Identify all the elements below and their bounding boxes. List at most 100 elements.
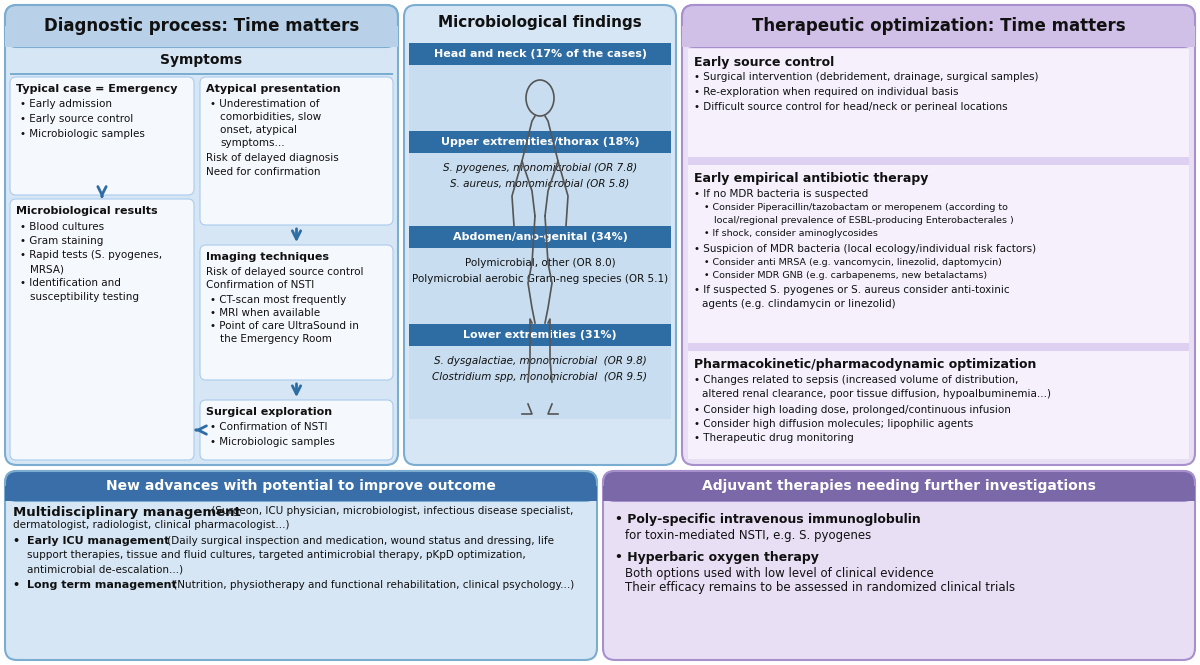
Text: • Underestimation of: • Underestimation of [210, 99, 319, 109]
Text: Head and neck (17% of the cases): Head and neck (17% of the cases) [433, 49, 647, 59]
Text: (Nutrition, physiotherapy and functional rehabilitation, clinical psychology...): (Nutrition, physiotherapy and functional… [170, 580, 575, 590]
Bar [604, 486, 1195, 501]
Text: • Difficult source control for head/neck or perineal locations: • Difficult source control for head/neck… [694, 102, 1008, 112]
Text: comorbidities, slow: comorbidities, slow [220, 112, 322, 122]
Text: Early source control: Early source control [694, 56, 834, 69]
Bar [409, 248, 671, 324]
Text: • Confirmation of NSTI: • Confirmation of NSTI [210, 422, 328, 432]
Text: Early ICU management: Early ICU management [28, 536, 169, 546]
FancyBboxPatch shape [10, 77, 194, 195]
Text: Abdomen/ano-genital (34%): Abdomen/ano-genital (34%) [452, 232, 628, 242]
Text: the Emergency Room: the Emergency Room [220, 334, 332, 344]
Text: • Rapid tests (S. pyogenes,: • Rapid tests (S. pyogenes, [20, 250, 162, 260]
Text: Atypical presentation: Atypical presentation [206, 84, 341, 94]
Text: Both options used with low level of clinical evidence: Both options used with low level of clin… [625, 567, 934, 580]
Text: MRSA): MRSA) [30, 264, 64, 274]
Text: S. dysgalactiae, monomicrobial  (OR 9.8): S. dysgalactiae, monomicrobial (OR 9.8) [433, 356, 647, 366]
Text: agents (e.g. clindamycin or linezolid): agents (e.g. clindamycin or linezolid) [702, 299, 895, 309]
Text: Long term management: Long term management [28, 580, 176, 590]
Bar [688, 49, 1189, 157]
Bar [409, 43, 671, 65]
Text: Microbiological findings: Microbiological findings [438, 15, 642, 30]
Text: local/regional prevalence of ESBL-producing Enterobacterales ): local/regional prevalence of ESBL-produc… [714, 216, 1014, 225]
Text: Therapeutic optimization: Time matters: Therapeutic optimization: Time matters [751, 17, 1126, 35]
Text: • Blood cultures: • Blood cultures [20, 222, 104, 232]
Text: S. pyogenes, monomicrobial (OR 7.8): S. pyogenes, monomicrobial (OR 7.8) [443, 163, 637, 173]
Text: onset, atypical: onset, atypical [220, 125, 298, 135]
Text: Lower extremities (31%): Lower extremities (31%) [463, 330, 617, 340]
Text: • Consider Piperacillin/tazobactam or meropenem (according to: • Consider Piperacillin/tazobactam or me… [704, 203, 1008, 212]
FancyBboxPatch shape [5, 5, 398, 465]
Text: Risk of delayed source control: Risk of delayed source control [206, 267, 364, 277]
Text: • Consider anti MRSA (e.g. vancomycin, linezolid, daptomycin): • Consider anti MRSA (e.g. vancomycin, l… [704, 258, 1002, 267]
FancyBboxPatch shape [200, 77, 394, 225]
Bar [688, 157, 1189, 165]
Text: • If suspected S. pyogenes or S. aureus consider anti-toxinic: • If suspected S. pyogenes or S. aureus … [694, 285, 1009, 295]
Text: Need for confirmation: Need for confirmation [206, 167, 320, 177]
Text: Surgical exploration: Surgical exploration [206, 407, 332, 417]
Text: • Suspicion of MDR bacteria (local ecology/individual risk factors): • Suspicion of MDR bacteria (local ecolo… [694, 244, 1036, 254]
Bar [688, 351, 1189, 459]
Text: • If shock, consider aminoglycosides: • If shock, consider aminoglycosides [704, 229, 878, 238]
Text: Typical case = Emergency: Typical case = Emergency [16, 84, 178, 94]
Bar [10, 73, 394, 74]
FancyBboxPatch shape [604, 471, 1195, 660]
Text: Imaging techniques: Imaging techniques [206, 252, 329, 262]
Text: altered renal clearance, poor tissue diffusion, hypoalbuminemia...): altered renal clearance, poor tissue dif… [702, 389, 1051, 399]
Text: Upper extremities/thorax (18%): Upper extremities/thorax (18%) [440, 137, 640, 147]
Text: • Therapeutic drug monitoring: • Therapeutic drug monitoring [694, 433, 853, 443]
Text: • Early admission: • Early admission [20, 99, 112, 109]
Text: • Hyperbaric oxygen therapy: • Hyperbaric oxygen therapy [616, 551, 818, 564]
Text: (Surgeon, ICU physician, microbiologist, infectious disease specialist,: (Surgeon, ICU physician, microbiologist,… [208, 506, 574, 516]
Text: •: • [13, 536, 28, 546]
FancyBboxPatch shape [200, 400, 394, 460]
FancyBboxPatch shape [682, 5, 1195, 465]
Text: support therapies, tissue and fluid cultures, targeted antimicrobial therapy, pK: support therapies, tissue and fluid cult… [28, 550, 526, 560]
Text: • Early source control: • Early source control [20, 114, 133, 124]
Text: (Daily surgical inspection and medication, wound status and dressing, life: (Daily surgical inspection and medicatio… [164, 536, 554, 546]
Text: Clostridium spp, monomicrobial  (OR 9.5): Clostridium spp, monomicrobial (OR 9.5) [432, 372, 648, 382]
Text: Early empirical antibiotic therapy: Early empirical antibiotic therapy [694, 172, 929, 185]
Text: • Consider high diffusion molecules; lipophilic agents: • Consider high diffusion molecules; lip… [694, 419, 973, 429]
Text: • Surgical intervention (debridement, drainage, surgical samples): • Surgical intervention (debridement, dr… [694, 72, 1038, 82]
Text: • CT-scan most frequently: • CT-scan most frequently [210, 295, 347, 305]
Bar [409, 153, 671, 226]
Bar [409, 65, 671, 131]
Text: • Consider MDR GNB (e.g. carbapenems, new betalactams): • Consider MDR GNB (e.g. carbapenems, ne… [704, 271, 988, 280]
Text: • Consider high loading dose, prolonged/continuous infusion: • Consider high loading dose, prolonged/… [694, 405, 1010, 415]
Text: Polymicrobial, other (OR 8.0): Polymicrobial, other (OR 8.0) [464, 258, 616, 268]
Text: • Identification and: • Identification and [20, 278, 121, 288]
Text: • Microbiologic samples: • Microbiologic samples [210, 437, 335, 447]
FancyBboxPatch shape [5, 471, 598, 501]
Text: Symptoms: Symptoms [161, 53, 242, 67]
Text: •: • [13, 580, 28, 590]
Text: • If no MDR bacteria is suspected: • If no MDR bacteria is suspected [694, 189, 869, 199]
Bar [688, 165, 1189, 343]
Text: • Gram staining: • Gram staining [20, 236, 103, 246]
Text: New advances with potential to improve outcome: New advances with potential to improve o… [106, 479, 496, 493]
FancyBboxPatch shape [200, 245, 394, 380]
Text: Polymicrobial aerobic Gram-neg species (OR 5.1): Polymicrobial aerobic Gram-neg species (… [412, 274, 668, 284]
Text: Adjuvant therapies needing further investigations: Adjuvant therapies needing further inves… [702, 479, 1096, 493]
FancyBboxPatch shape [604, 471, 1195, 501]
FancyBboxPatch shape [682, 5, 1195, 47]
Bar [409, 324, 671, 346]
Text: dermatologist, radiologist, clinical pharmacologist...): dermatologist, radiologist, clinical pha… [13, 520, 289, 530]
Text: S. aureus, monomicrobial (OR 5.8): S. aureus, monomicrobial (OR 5.8) [450, 179, 630, 189]
Bar [409, 346, 671, 419]
Text: • Point of care UltraSound in: • Point of care UltraSound in [210, 321, 359, 331]
Text: Diagnostic process: Time matters: Diagnostic process: Time matters [44, 17, 359, 35]
Text: • Re-exploration when required on individual basis: • Re-exploration when required on indivi… [694, 87, 959, 97]
FancyBboxPatch shape [5, 5, 398, 47]
FancyBboxPatch shape [404, 5, 676, 465]
Text: Risk of delayed diagnosis: Risk of delayed diagnosis [206, 153, 338, 163]
Text: • Changes related to sepsis (increased volume of distribution,: • Changes related to sepsis (increased v… [694, 375, 1019, 385]
Text: Pharmacokinetic/pharmacodynamic optimization: Pharmacokinetic/pharmacodynamic optimiza… [694, 358, 1037, 371]
Text: Their efficacy remains to be assessed in randomized clinical trials: Their efficacy remains to be assessed in… [625, 581, 1015, 594]
Bar [5, 486, 598, 501]
Text: symptoms...: symptoms... [220, 138, 284, 148]
Text: • Poly-specific intravenous immunoglobulin: • Poly-specific intravenous immunoglobul… [616, 513, 920, 526]
Text: Multidisciplinary management: Multidisciplinary management [13, 506, 241, 519]
Text: antimicrobial de-escalation...): antimicrobial de-escalation...) [28, 564, 184, 574]
Text: Confirmation of NSTI: Confirmation of NSTI [206, 280, 314, 290]
